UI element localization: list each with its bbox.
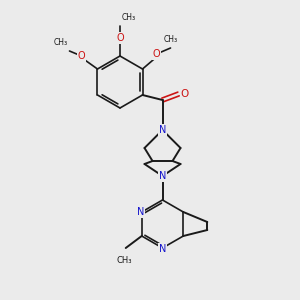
Text: CH₃: CH₃ — [53, 38, 68, 47]
Text: N: N — [159, 244, 166, 254]
Text: O: O — [78, 51, 85, 61]
Text: N: N — [159, 125, 166, 135]
Text: N: N — [137, 207, 144, 217]
Text: O: O — [153, 49, 160, 59]
Text: N: N — [159, 171, 166, 181]
Text: CH₃: CH₃ — [164, 35, 178, 44]
Text: CH₃: CH₃ — [122, 13, 136, 22]
Text: O: O — [116, 33, 124, 43]
Text: CH₃: CH₃ — [117, 256, 133, 265]
Text: O: O — [180, 89, 189, 99]
